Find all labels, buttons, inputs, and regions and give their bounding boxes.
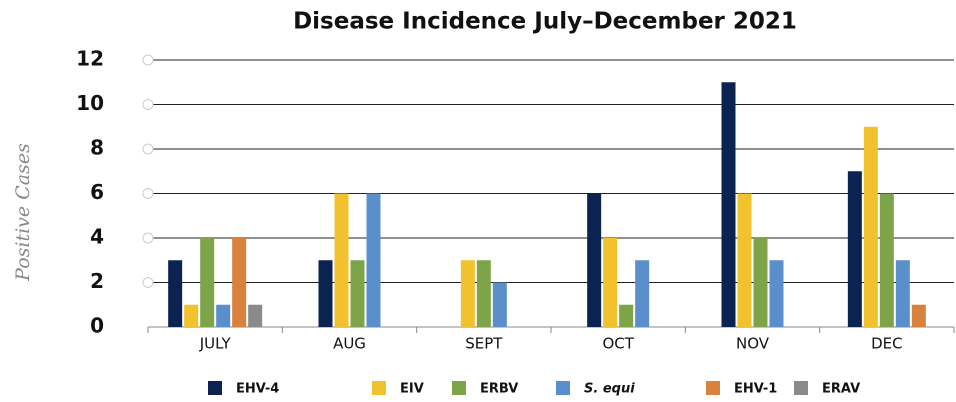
chart-title: Disease Incidence July–December 2021 <box>293 9 797 35</box>
y-tick-label: 2 <box>90 269 104 293</box>
bar <box>248 304 263 327</box>
x-tick-label: SEPT <box>465 335 503 353</box>
grid-dot <box>142 143 154 155</box>
bar <box>863 126 878 327</box>
bar <box>895 260 910 327</box>
bar <box>635 260 650 327</box>
bar <box>184 304 199 327</box>
bar <box>879 193 894 327</box>
y-tick-label: 8 <box>90 136 104 160</box>
y-tick-label: 12 <box>76 47 104 71</box>
legend-label: ERAV <box>822 382 860 397</box>
y-axis-label: Positive Cases <box>12 143 34 282</box>
bar <box>847 171 862 327</box>
bar <box>318 260 333 327</box>
legend-label: S. equi <box>584 382 635 397</box>
grid-dot <box>142 188 154 199</box>
bar <box>753 238 768 327</box>
bar <box>168 260 183 327</box>
legend-swatch <box>452 381 466 395</box>
y-tick-label: 0 <box>90 314 104 338</box>
bar <box>216 304 231 327</box>
bar <box>460 260 475 327</box>
bar <box>769 260 784 327</box>
legend-label: EIV <box>400 382 424 397</box>
legend-swatch <box>556 381 570 395</box>
bar <box>619 304 634 327</box>
legend-swatch <box>794 381 808 395</box>
bar <box>911 304 926 327</box>
legend-swatch <box>706 381 720 395</box>
grid-dot <box>142 232 154 244</box>
bar <box>587 193 602 327</box>
bar <box>232 238 247 327</box>
y-tick-label: 4 <box>90 225 104 249</box>
x-tick-label: AUG <box>333 335 366 353</box>
grid-dot <box>142 99 154 110</box>
legend-label: EHV-1 <box>734 382 777 397</box>
legend-label: EHV-4 <box>236 382 279 397</box>
bar <box>350 260 365 327</box>
x-tick-label: JULY <box>199 335 232 353</box>
legend-label: ERBV <box>480 382 518 397</box>
x-tick-label: DEC <box>871 335 903 353</box>
bar <box>366 193 381 327</box>
y-tick-label: 10 <box>76 91 104 115</box>
bar <box>603 238 618 327</box>
bar <box>737 193 752 327</box>
grid-dot <box>142 277 154 288</box>
bar <box>334 193 349 327</box>
y-tick-label: 6 <box>90 180 104 204</box>
x-tick-label: OCT <box>602 335 634 353</box>
legend-swatch <box>372 381 386 395</box>
x-tick-label: NOV <box>736 335 770 353</box>
bar <box>721 82 736 327</box>
bar <box>200 238 215 327</box>
grid-dot <box>142 54 154 66</box>
legend-swatch <box>208 381 222 395</box>
bar <box>476 260 491 327</box>
bar <box>492 282 507 327</box>
